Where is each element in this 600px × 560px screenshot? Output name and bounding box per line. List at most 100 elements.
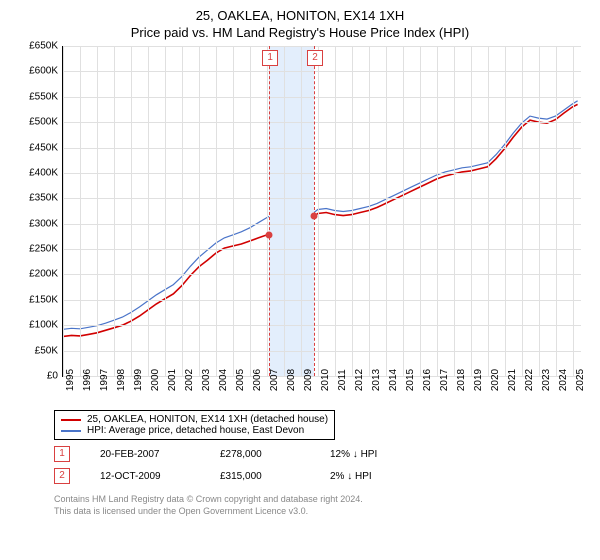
- hgridline: [63, 325, 581, 326]
- title-block: 25, OAKLEA, HONITON, EX14 1XH Price paid…: [10, 8, 590, 40]
- sale-number-badge: 1: [54, 446, 70, 462]
- x-axis-label: 2020: [490, 369, 501, 391]
- vgridline: [386, 46, 387, 376]
- vgridline: [233, 46, 234, 376]
- hgridline: [63, 173, 581, 174]
- sale-price: £278,000: [220, 449, 300, 460]
- vgridline: [80, 46, 81, 376]
- legend-swatch: [61, 419, 81, 421]
- vgridline: [216, 46, 217, 376]
- vgridline: [97, 46, 98, 376]
- y-axis-label: £450K: [20, 142, 58, 153]
- sale-marker-label: 2: [307, 50, 323, 66]
- title-subtitle: Price paid vs. HM Land Registry's House …: [10, 25, 590, 40]
- vgridline: [335, 46, 336, 376]
- legend-label: HPI: Average price, detached house, East…: [87, 425, 304, 436]
- footnote-line2: This data is licensed under the Open Gov…: [54, 506, 590, 518]
- vgridline: [199, 46, 200, 376]
- x-axis-label: 2015: [405, 369, 416, 391]
- hgridline: [63, 97, 581, 98]
- vgridline: [114, 46, 115, 376]
- y-axis-label: £300K: [20, 218, 58, 229]
- x-axis-label: 2000: [150, 369, 161, 391]
- vgridline: [437, 46, 438, 376]
- hgridline: [63, 198, 581, 199]
- x-axis-label: 2003: [201, 369, 212, 391]
- x-axis-label: 2006: [252, 369, 263, 391]
- x-axis-label: 2019: [473, 369, 484, 391]
- vgridline: [63, 46, 64, 376]
- x-axis-label: 2002: [184, 369, 195, 391]
- sale-period-band: [269, 46, 314, 376]
- sale-price: £315,000: [220, 471, 300, 482]
- sale-marker-dot: [266, 231, 273, 238]
- footnote: Contains HM Land Registry data © Crown c…: [54, 494, 590, 517]
- vgridline: [369, 46, 370, 376]
- vgridline: [352, 46, 353, 376]
- x-axis-label: 2018: [456, 369, 467, 391]
- legend-swatch: [61, 430, 81, 432]
- sale-number-badge: 2: [54, 468, 70, 484]
- sale-marker-line: [314, 46, 315, 376]
- legend-box: 25, OAKLEA, HONITON, EX14 1XH (detached …: [54, 410, 335, 440]
- sale-row: 120-FEB-2007£278,00012% ↓ HPI: [54, 446, 590, 462]
- hgridline: [63, 351, 581, 352]
- x-axis-label: 1999: [133, 369, 144, 391]
- x-axis-label: 1996: [82, 369, 93, 391]
- x-axis-label: 2012: [354, 369, 365, 391]
- x-axis-label: 2007: [269, 369, 280, 391]
- x-axis-label: 1997: [99, 369, 110, 391]
- hgridline: [63, 274, 581, 275]
- x-axis-label: 2005: [235, 369, 246, 391]
- vgridline: [182, 46, 183, 376]
- x-axis-label: 2025: [575, 369, 586, 391]
- x-axis-label: 2011: [337, 369, 348, 391]
- y-axis-label: £50K: [20, 345, 58, 356]
- x-axis-label: 2021: [507, 369, 518, 391]
- hgridline: [63, 46, 581, 47]
- vgridline: [267, 46, 268, 376]
- sale-hpi-diff: 12% ↓ HPI: [330, 449, 377, 460]
- x-axis-label: 2016: [422, 369, 433, 391]
- sales-table: 120-FEB-2007£278,00012% ↓ HPI212-OCT-200…: [10, 446, 590, 484]
- vgridline: [250, 46, 251, 376]
- x-axis-label: 2017: [439, 369, 450, 391]
- sale-hpi-diff: 2% ↓ HPI: [330, 471, 372, 482]
- y-axis-label: £350K: [20, 193, 58, 204]
- x-axis-label: 2023: [541, 369, 552, 391]
- y-axis-label: £400K: [20, 167, 58, 178]
- x-axis-label: 2014: [388, 369, 399, 391]
- hgridline: [63, 71, 581, 72]
- vgridline: [522, 46, 523, 376]
- series-line: [63, 104, 578, 336]
- chart-container: 25, OAKLEA, HONITON, EX14 1XH Price paid…: [0, 0, 600, 560]
- y-axis-label: £100K: [20, 320, 58, 331]
- sale-date: 12-OCT-2009: [100, 471, 190, 482]
- x-axis-label: 1998: [116, 369, 127, 391]
- y-axis-label: £550K: [20, 91, 58, 102]
- y-axis-label: £200K: [20, 269, 58, 280]
- hgridline: [63, 224, 581, 225]
- vgridline: [539, 46, 540, 376]
- y-axis-label: £0: [20, 371, 58, 382]
- vgridline: [556, 46, 557, 376]
- sale-marker-line: [269, 46, 270, 376]
- x-axis-label: 1995: [65, 369, 76, 391]
- vgridline: [284, 46, 285, 376]
- sale-marker-dot: [311, 213, 318, 220]
- vgridline: [165, 46, 166, 376]
- series-line: [63, 101, 578, 329]
- sale-marker-label: 1: [262, 50, 278, 66]
- vgridline: [573, 46, 574, 376]
- x-axis-label: 2010: [320, 369, 331, 391]
- chart-area: 12 £0£50K£100K£150K£200K£250K£300K£350K£…: [20, 46, 580, 406]
- title-address: 25, OAKLEA, HONITON, EX14 1XH: [10, 8, 590, 23]
- hgridline: [63, 148, 581, 149]
- vgridline: [318, 46, 319, 376]
- x-axis-label: 2022: [524, 369, 535, 391]
- x-axis-label: 2024: [558, 369, 569, 391]
- y-axis-label: £500K: [20, 117, 58, 128]
- x-axis-label: 2009: [303, 369, 314, 391]
- plot-area: 12: [62, 46, 581, 377]
- vgridline: [403, 46, 404, 376]
